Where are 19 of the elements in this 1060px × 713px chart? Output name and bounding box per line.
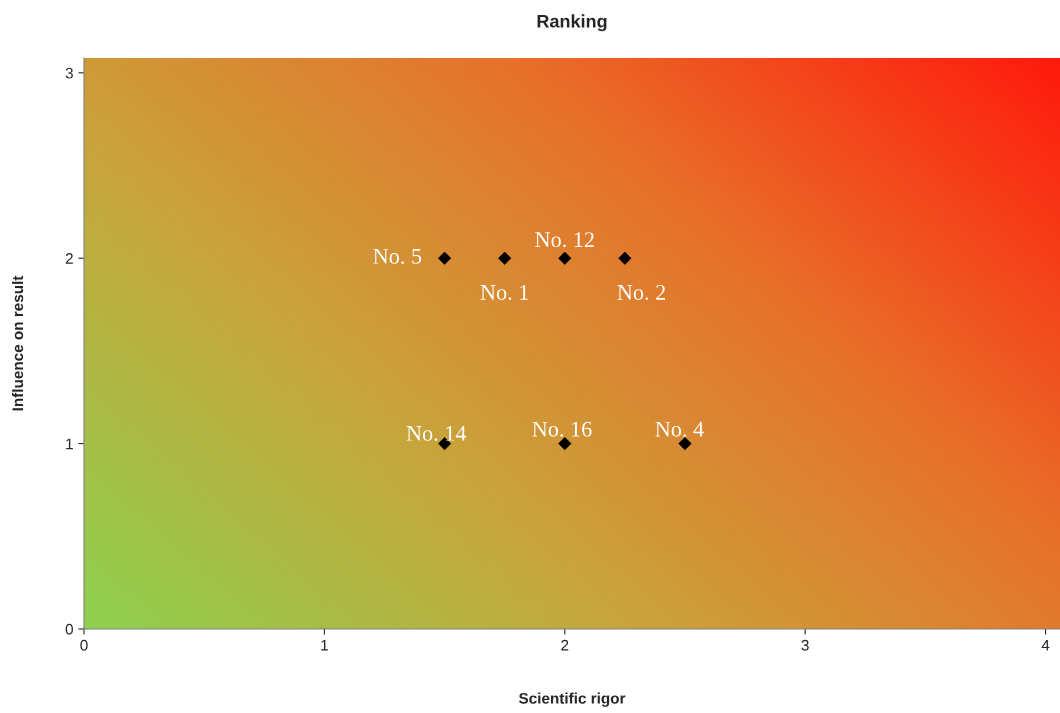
annotation: No. 12 xyxy=(535,232,594,248)
y-tick-label: 1 xyxy=(66,438,73,450)
annotation: No. 4 xyxy=(655,421,704,437)
annotation: No. 14 xyxy=(406,425,467,441)
x-tick-label: 3 xyxy=(801,639,809,651)
annotation: No. 16 xyxy=(532,421,592,437)
y-tick-label: 3 xyxy=(65,67,73,79)
y-axis-title: Influence on result xyxy=(11,275,24,411)
chart-title: Ranking xyxy=(537,14,607,32)
y-tick-label: 0 xyxy=(65,623,73,635)
x-tick-label: 4 xyxy=(1041,639,1050,651)
x-axis-title: Scientific rigor xyxy=(518,692,626,707)
annotation: No. 5 xyxy=(373,249,422,264)
annotation: No. 1 xyxy=(480,285,529,300)
annotation: No. 2 xyxy=(617,284,666,300)
x-tick-label: 1 xyxy=(321,639,328,651)
y-tick-label: 2 xyxy=(65,253,73,264)
x-tick-label: 0 xyxy=(80,639,88,651)
x-tick-label: 2 xyxy=(561,639,569,651)
